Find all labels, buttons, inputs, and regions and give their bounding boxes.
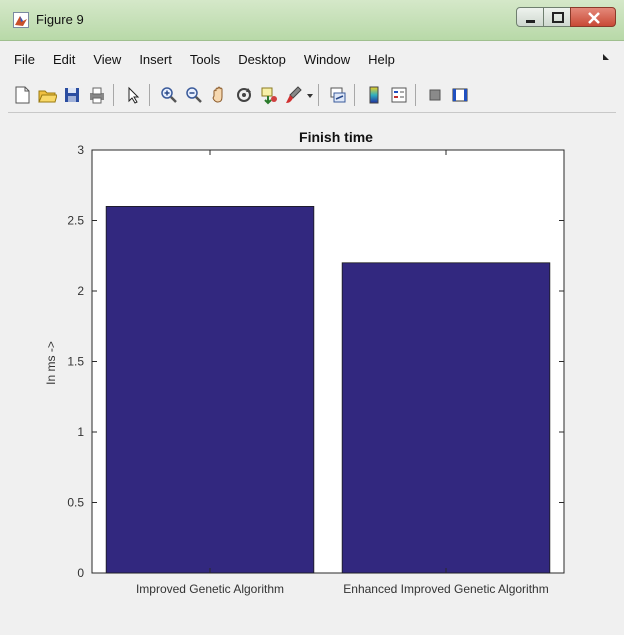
figure-canvas[interactable]: Finish time 0 0.5 1 1.5 2 2.5 3 Improved Genet…	[8, 113, 616, 627]
open-file-icon[interactable]	[36, 84, 58, 106]
hide-plot-tools-icon[interactable]	[424, 84, 446, 106]
rotate-icon[interactable]	[233, 84, 255, 106]
y-tick-label: 1	[77, 425, 84, 439]
show-plot-tools-icon[interactable]	[449, 84, 471, 106]
pan-icon[interactable]	[208, 84, 230, 106]
bar-1[interactable]	[105, 206, 315, 574]
chart-title: Finish time	[299, 129, 373, 145]
close-button[interactable]	[570, 7, 616, 27]
zoom-out-icon[interactable]	[183, 84, 205, 106]
menu-window[interactable]: Window	[303, 51, 351, 67]
maximize-button[interactable]	[543, 7, 571, 27]
toolbar-separator	[149, 84, 150, 106]
toolbar-separator	[113, 84, 114, 106]
y-tick-label: 3	[77, 143, 84, 157]
bar-chart[interactable]: Finish time 0 0.5 1 1.5 2 2.5 3 Improved Genet…	[8, 113, 616, 627]
y-tick-label: 0	[77, 566, 84, 580]
y-tick-label: 2	[77, 284, 84, 298]
legend-icon[interactable]	[388, 84, 410, 106]
menu-desktop[interactable]: Desktop	[238, 51, 286, 67]
bar-2[interactable]	[341, 262, 551, 574]
zoom-in-icon[interactable]	[158, 84, 180, 106]
new-figure-icon[interactable]	[11, 84, 33, 106]
y-tick-label: 0.5	[67, 496, 84, 510]
data-cursor-icon[interactable]	[258, 84, 280, 106]
toolbar-separator	[354, 84, 355, 106]
brush-icon[interactable]	[283, 84, 305, 106]
menu-expand-arrow-icon[interactable]	[602, 53, 610, 61]
brush-dropdown-arrow-icon[interactable]	[305, 84, 313, 106]
menu-edit[interactable]: Edit	[52, 51, 76, 67]
print-icon[interactable]	[86, 84, 108, 106]
matlab-figure-icon	[13, 12, 29, 28]
window-controls	[516, 7, 616, 29]
title-bar[interactable]: Figure 9	[0, 0, 624, 41]
y-tick-label: 2.5	[67, 214, 84, 228]
figure-toolbar	[8, 78, 616, 113]
y-tick-label: 1.5	[67, 355, 84, 369]
window-title: Figure 9	[36, 12, 84, 27]
minimize-button[interactable]	[516, 7, 544, 27]
toolbar-separator	[318, 84, 319, 106]
toolbar-separator	[415, 84, 416, 106]
menu-tools[interactable]: Tools	[189, 51, 221, 67]
save-icon[interactable]	[61, 84, 83, 106]
link-plot-icon[interactable]	[327, 84, 349, 106]
pointer-icon[interactable]	[122, 84, 144, 106]
menu-bar: File Edit View Insert Tools Desktop Wind…	[8, 46, 616, 72]
menu-insert[interactable]: Insert	[139, 51, 172, 67]
menu-file[interactable]: File	[14, 51, 35, 67]
x-tick-label: Enhanced Improved Genetic Algorithm	[343, 582, 548, 596]
x-tick-label: Improved Genetic Algorithm	[136, 582, 284, 596]
menu-view[interactable]: View	[93, 51, 122, 67]
colorbar-icon[interactable]	[363, 84, 385, 106]
menu-help[interactable]: Help	[368, 51, 395, 67]
y-axis-label: In ms ->	[44, 341, 58, 385]
